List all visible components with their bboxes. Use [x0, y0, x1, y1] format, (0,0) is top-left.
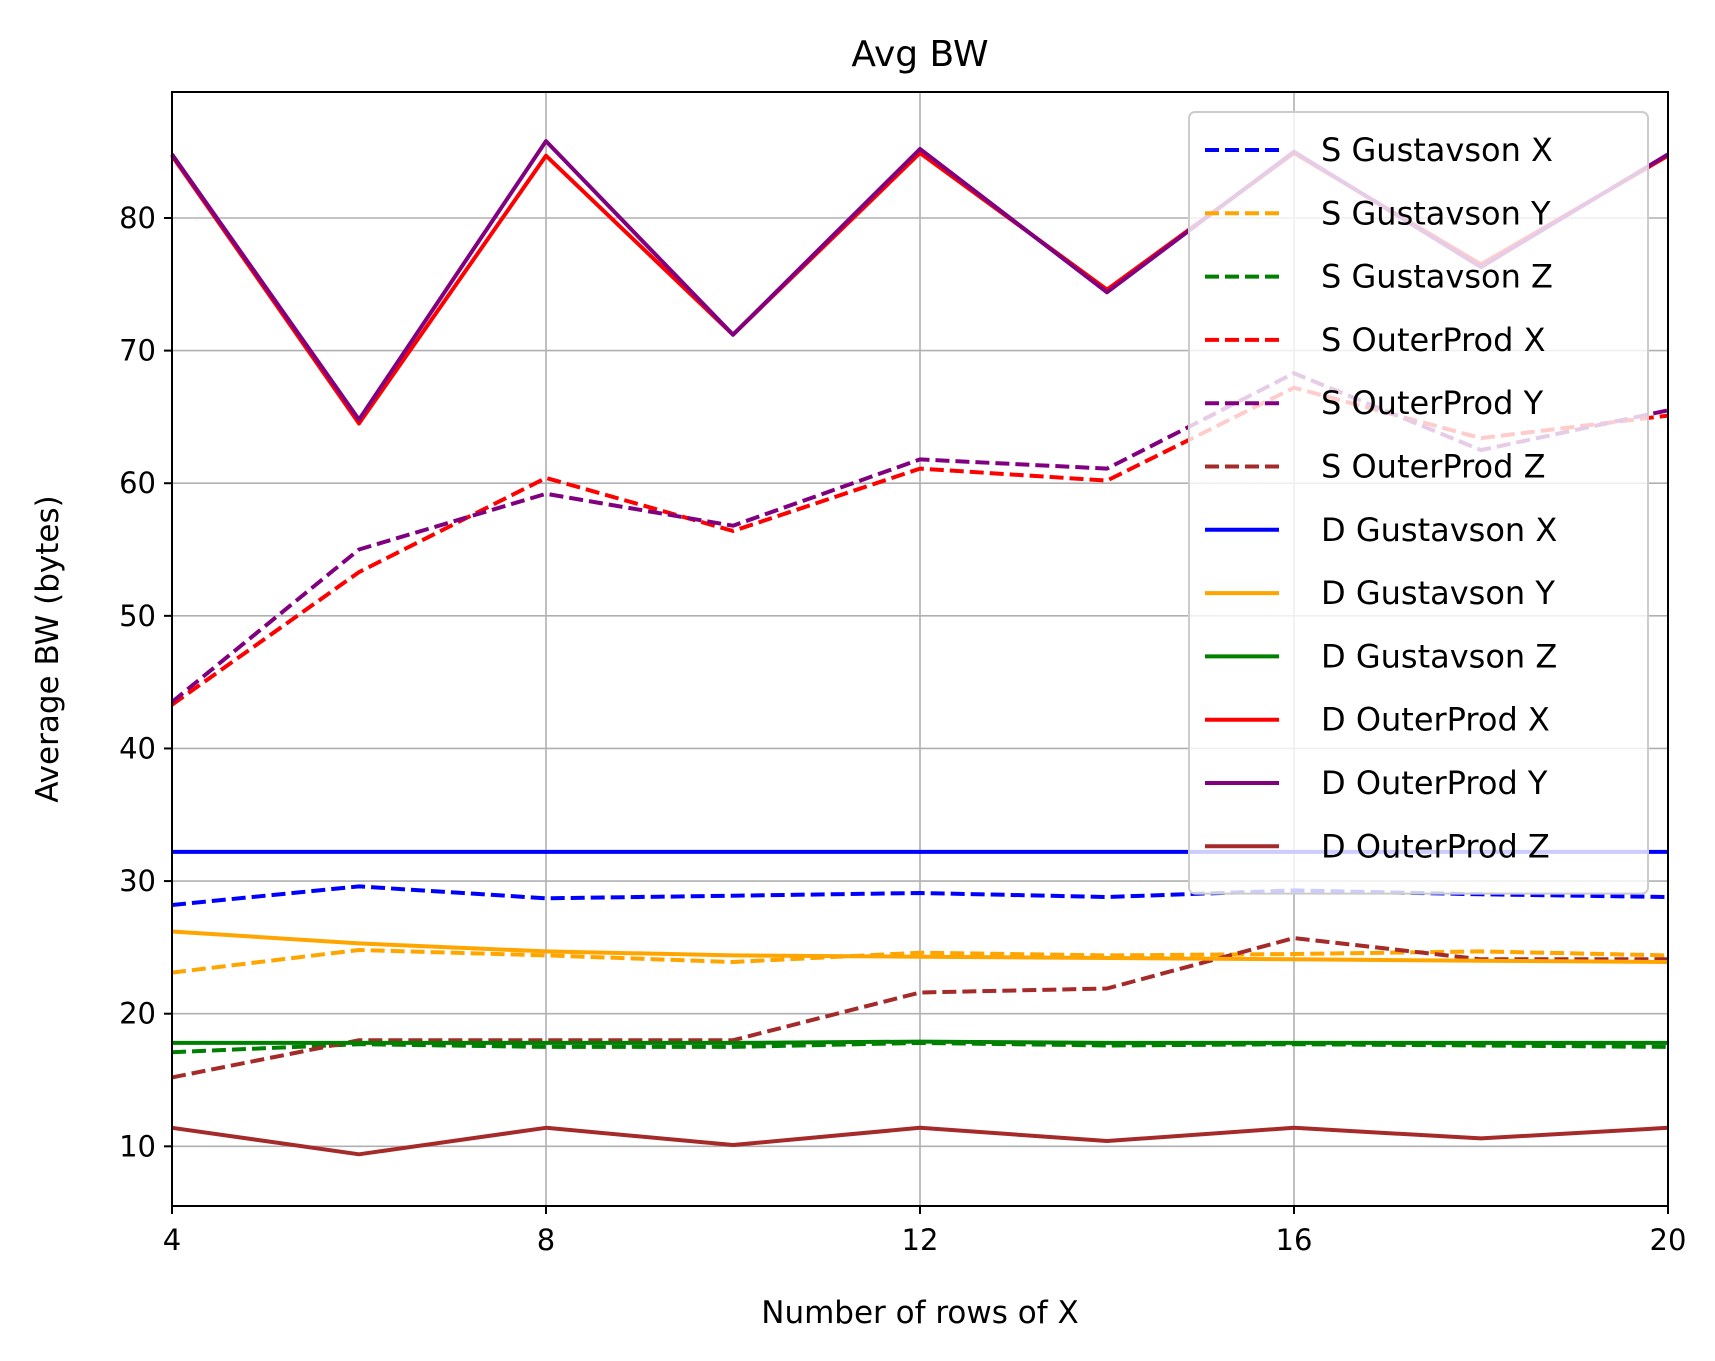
x-tick-label: 20: [1650, 1223, 1687, 1257]
y-tick-label: 30: [119, 864, 156, 898]
x-tick-label: 12: [902, 1223, 939, 1257]
series-line-d-outerprod-z: [171, 1125, 1669, 1157]
series-line-d-gustavson-z: [172, 1039, 1668, 1045]
y-tick-label: 60: [119, 466, 156, 500]
legend-label-d-outerprod-z: D OuterProd Z: [1321, 827, 1550, 865]
x-axis-label: Number of rows of X: [761, 1295, 1078, 1331]
legend: S Gustavson X S Gustavson Y S Gustavson Z S…: [1188, 111, 1649, 895]
legend-label-s-gustavson-y: S Gustavson Y: [1321, 194, 1551, 232]
series-line-s-outerprod-x: [170, 385, 1669, 707]
legend-label-s-outerprod-y: S OuterProd Y: [1321, 384, 1544, 422]
legend-label-s-gustavson-z: S Gustavson Z: [1321, 258, 1553, 296]
y-tick-label: 40: [119, 731, 156, 765]
series-line-s-outerprod-y: [170, 371, 1669, 704]
x-tick-label: 4: [163, 1223, 181, 1257]
y-tick-label: 50: [119, 599, 156, 633]
series-line-s-outerprod-z: [171, 936, 1668, 1080]
legend-box: [1188, 111, 1649, 895]
legend-label-d-outerprod-x: D OuterProd X: [1321, 701, 1550, 739]
legend-label-d-outerprod-y: D OuterProd Y: [1321, 764, 1548, 802]
x-tick-label: 16: [1276, 1223, 1313, 1257]
y-tick-label: 80: [119, 201, 156, 235]
legend-label-d-gustavson-y: D Gustavson Y: [1321, 574, 1555, 612]
series-line-d-gustavson-y: [171, 929, 1669, 964]
y-tick-label: 10: [119, 1129, 156, 1163]
legend-label-d-gustavson-z: D Gustavson Z: [1321, 637, 1557, 675]
y-axis-label: Average BW (bytes): [30, 495, 66, 802]
axis-ticks: 4 8 12 16 20 10 20 30 40 50 60 70 80: [119, 201, 1686, 1257]
y-tick-label: 20: [119, 997, 156, 1031]
legend-label-s-outerprod-x: S OuterProd X: [1321, 321, 1546, 359]
legend-label-d-gustavson-x: D Gustavson X: [1321, 511, 1557, 549]
legend-label-s-outerprod-z: S OuterProd Z: [1321, 448, 1546, 486]
legend-label-s-gustavson-x: S Gustavson X: [1321, 131, 1553, 169]
chart-title: Avg BW: [851, 34, 988, 75]
y-tick-label: 70: [119, 334, 156, 368]
x-tick-label: 8: [537, 1223, 555, 1257]
